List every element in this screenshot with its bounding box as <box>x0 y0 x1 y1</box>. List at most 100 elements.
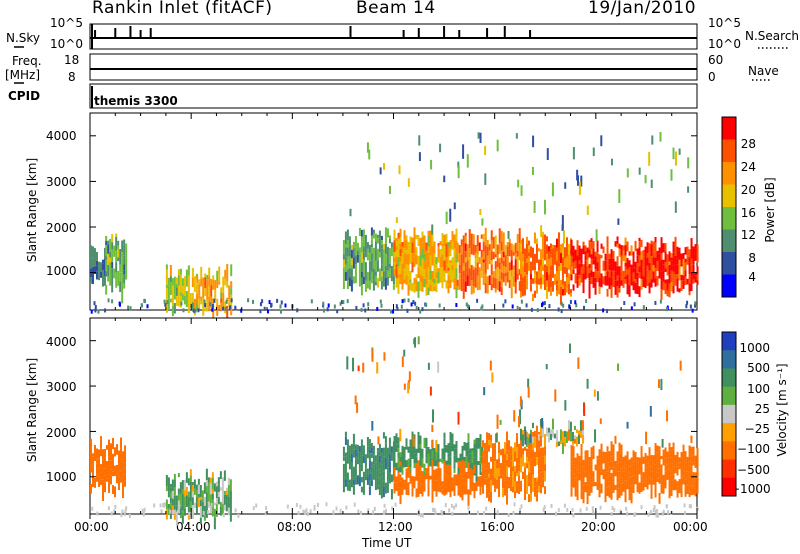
data-cell <box>521 430 524 435</box>
data-cell <box>536 477 539 482</box>
scatter-bin <box>448 508 451 513</box>
data-cell <box>108 439 110 446</box>
sparse-echo <box>524 430 527 445</box>
sparse-echo <box>496 139 499 152</box>
data-cell <box>482 242 485 252</box>
data-cell <box>572 262 575 270</box>
scatter-bin <box>240 308 243 313</box>
data-cell <box>590 254 593 260</box>
data-cell <box>608 270 611 278</box>
data-cell <box>384 482 387 494</box>
data-cell <box>449 431 452 441</box>
data-cell <box>368 253 371 262</box>
data-cell <box>616 286 619 298</box>
data-cell <box>453 266 456 279</box>
data-cell <box>443 270 446 278</box>
data-cell <box>531 293 534 302</box>
data-cell <box>384 443 387 448</box>
data-cell <box>582 459 585 467</box>
data-cell <box>173 473 176 481</box>
data-cell <box>656 281 659 286</box>
data-cell <box>372 229 375 234</box>
data-cell <box>362 239 365 247</box>
data-cell <box>618 442 621 454</box>
data-cell <box>486 246 489 256</box>
data-cell <box>674 278 677 286</box>
data-cell <box>96 474 98 482</box>
data-cell <box>531 259 534 271</box>
data-cell <box>171 490 174 499</box>
data-cell <box>575 436 578 447</box>
data-cell <box>124 480 126 487</box>
data-cell <box>94 453 96 462</box>
data-cell <box>680 253 683 264</box>
scatter-bin <box>171 510 174 515</box>
scatter-bin <box>415 305 418 310</box>
data-cell <box>528 472 531 482</box>
data-cell <box>544 464 547 472</box>
data-cell <box>692 246 695 255</box>
data-cell <box>592 451 595 460</box>
data-cell <box>542 471 545 479</box>
data-cell <box>181 493 184 501</box>
scatter-bin <box>342 300 345 305</box>
data-cell <box>433 241 436 254</box>
data-cell <box>678 259 681 271</box>
data-cell <box>530 459 533 468</box>
scatter-bin <box>247 298 250 303</box>
data-cell <box>467 450 470 455</box>
data-cell <box>527 248 530 253</box>
scatter-bin <box>483 511 486 516</box>
data-cell <box>578 260 581 265</box>
data-cell <box>421 269 424 276</box>
data-cell <box>565 246 568 257</box>
data-cell <box>523 272 526 276</box>
data-cell <box>567 273 570 280</box>
data-cell <box>569 293 572 297</box>
scatter-bin <box>619 509 622 514</box>
data-cell <box>628 477 631 487</box>
data-cell <box>107 264 110 277</box>
sparse-echo <box>586 378 589 389</box>
data-cell <box>419 285 422 291</box>
x-axis-label: Time UT <box>362 536 412 550</box>
data-cell <box>451 269 454 275</box>
data-cell <box>644 246 647 259</box>
data-cell <box>559 429 562 441</box>
data-cell <box>346 450 349 460</box>
data-cell <box>510 249 513 261</box>
data-cell <box>187 491 190 497</box>
data-cell <box>672 257 675 266</box>
data-cell <box>384 243 387 255</box>
data-cell <box>626 460 629 470</box>
data-cell <box>92 453 94 457</box>
data-cell <box>574 477 577 482</box>
sparse-echo <box>457 165 460 179</box>
scatter-bin <box>121 509 124 514</box>
data-cell <box>201 490 204 499</box>
data-cell <box>500 250 503 258</box>
scatter-bin <box>548 304 551 309</box>
data-cell <box>191 497 194 506</box>
data-cell <box>222 276 225 286</box>
data-cell <box>638 241 641 248</box>
scatter-bin <box>419 309 422 314</box>
data-cell <box>692 446 695 456</box>
data-cell <box>175 295 178 301</box>
data-cell <box>119 257 122 265</box>
data-cell <box>443 438 446 448</box>
data-cell <box>636 272 639 277</box>
data-cell <box>498 482 501 494</box>
nave-label: Nave <box>748 64 779 78</box>
data-cell <box>543 238 546 250</box>
data-cell <box>191 277 194 288</box>
data-cell <box>230 288 233 295</box>
data-cell <box>516 472 519 477</box>
data-cell <box>105 271 108 277</box>
data-cell <box>342 463 345 470</box>
data-cell <box>688 249 691 258</box>
data-cell <box>590 242 593 249</box>
data-cell <box>608 253 611 259</box>
data-cell <box>516 481 519 485</box>
data-cell <box>457 489 460 496</box>
